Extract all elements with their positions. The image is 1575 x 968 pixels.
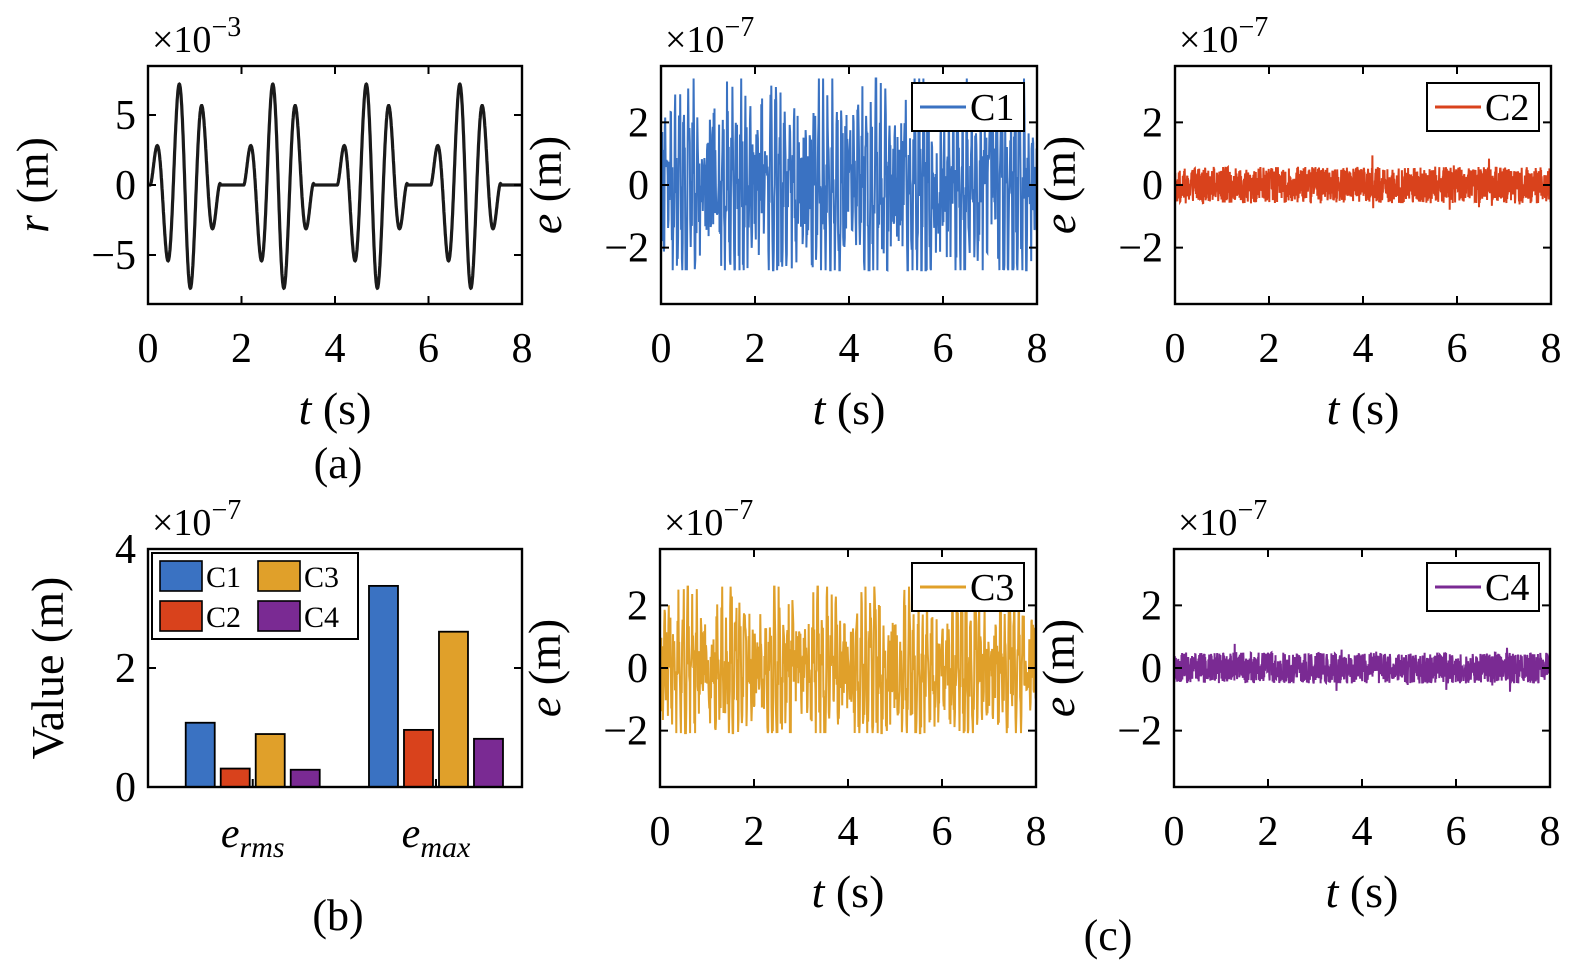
bar-C2-rms [219, 767, 251, 788]
x-category-label: emax [402, 811, 471, 864]
legend-label: C2 [1485, 87, 1529, 129]
y-tick-label: −2 [1118, 226, 1163, 272]
legend-swatch-C2 [159, 600, 203, 632]
y-tick-label: 2 [1142, 100, 1163, 146]
legend-swatch-C3 [257, 560, 301, 592]
x-tick-label: 8 [1026, 809, 1047, 855]
x-tick-label: 8 [512, 326, 533, 372]
y-tick-label: −2 [603, 709, 648, 755]
x-category-label: erms [221, 811, 285, 864]
x-axis-label: t (s) [1327, 383, 1400, 434]
legend-label: C1 [970, 87, 1014, 129]
panels: ×10−3 −5 0 5 0 2 4 6 8 t (s) r (m) ×10−7 −2 0 2 0 2 4 6 8 t … [7, 12, 1562, 917]
axis-multiplier: ×10−7 [152, 495, 241, 544]
y-tick-label: 2 [627, 583, 648, 629]
x-axis-label: t (s) [1326, 866, 1399, 917]
x-tick-label: 6 [1446, 809, 1467, 855]
y-tick-label: 2 [1141, 583, 1162, 629]
x-tick-label: 6 [418, 326, 439, 372]
y-tick-label: 5 [115, 93, 136, 139]
series-line-C3 [659, 585, 1037, 735]
x-tick-label: 8 [1027, 326, 1048, 372]
x-tick-label: 6 [932, 809, 953, 855]
legend-label: C4 [1485, 567, 1529, 609]
legend-label: C1 [206, 561, 241, 594]
axis-multiplier: ×10−7 [1178, 495, 1267, 544]
x-tick-label: 8 [1541, 326, 1562, 372]
bar-C4-rms [289, 768, 321, 788]
x-axis-label: t (s) [812, 866, 885, 917]
x-tick-label: 2 [745, 326, 766, 372]
subplot-label-b: (b) [312, 891, 363, 940]
y-tick-label: 2 [628, 100, 649, 146]
legend-label: C2 [206, 601, 241, 634]
series-line-C1 [660, 77, 1038, 272]
legend-label: C3 [970, 567, 1014, 609]
x-tick-label: 8 [1540, 809, 1561, 855]
bar-plot: erms emax ×10−7 0 2 4 Value (m) C1 C2 C3 C4 [22, 495, 524, 864]
series-line-r [148, 82, 522, 291]
y-tick-label: 0 [1142, 163, 1163, 209]
y-tick-label: 0 [628, 163, 649, 209]
x-tick-label: 0 [138, 326, 159, 372]
legend-swatch-C4 [257, 600, 301, 632]
y-axis-label: e (m) [520, 136, 571, 234]
e-c3-plot: ×10−7 −2 0 2 0 2 4 6 8 t (s) e (m) C3 [519, 495, 1047, 917]
y-axis-label: e (m) [519, 619, 570, 717]
y-tick-label: −2 [1117, 709, 1162, 755]
y-tick-label: 4 [115, 527, 136, 573]
legend-label: C4 [304, 601, 339, 634]
x-tick-label: 0 [651, 326, 672, 372]
bar-C1-max [368, 584, 399, 788]
x-tick-label: 4 [1352, 809, 1373, 855]
x-tick-label: 6 [933, 326, 954, 372]
bar-C4-max [473, 737, 504, 788]
y-axis-label: r (m) [7, 137, 58, 233]
y-tick-label: 0 [627, 646, 648, 692]
y-axis-label: Value (m) [22, 577, 73, 760]
series-line-C2 [1174, 155, 1552, 210]
axis-multiplier: ×10−7 [665, 12, 754, 61]
x-tick-label: 4 [838, 809, 859, 855]
axis-multiplier: ×10−3 [152, 12, 241, 61]
x-tick-label: 2 [1258, 809, 1279, 855]
x-tick-label: 4 [1353, 326, 1374, 372]
bar-C2-max [403, 728, 434, 788]
bar-C3-max [438, 630, 469, 788]
y-tick-label: 0 [1141, 646, 1162, 692]
e-c2-plot: ×10−7 −2 0 2 0 2 4 6 8 t (s) e (m) C2 [1034, 12, 1562, 434]
y-axis-label: e (m) [1034, 136, 1085, 234]
bar-C1-rms [184, 721, 216, 788]
x-tick-label: 6 [1447, 326, 1468, 372]
x-tick-label: 2 [1259, 326, 1280, 372]
x-tick-label: 0 [650, 809, 671, 855]
x-tick-label: 2 [231, 326, 252, 372]
x-tick-label: 4 [839, 326, 860, 372]
x-axis-label: t (s) [299, 383, 372, 434]
y-tick-label: 0 [115, 765, 136, 811]
y-tick-label: 0 [115, 163, 136, 209]
axis-multiplier: ×10−7 [1179, 12, 1268, 61]
x-tick-label: 4 [325, 326, 346, 372]
x-tick-label: 0 [1164, 809, 1185, 855]
x-axis-label: t (s) [813, 383, 886, 434]
axis-multiplier: ×10−7 [664, 495, 753, 544]
y-tick-label: −5 [91, 233, 136, 279]
subplot-label-a: (a) [314, 439, 363, 488]
y-tick-label: 2 [115, 646, 136, 692]
subplot-label-c: (c) [1084, 911, 1133, 960]
y-axis-label: e (m) [1033, 619, 1084, 717]
e-c1-plot: ×10−7 −2 0 2 0 2 4 6 8 t (s) e (m) C1 [520, 12, 1048, 434]
legend-label: C3 [304, 561, 339, 594]
e-c4-plot: ×10−7 −2 0 2 0 2 4 6 8 t (s) e (m) C4 [1033, 495, 1561, 917]
r-plot: ×10−3 −5 0 5 0 2 4 6 8 t (s) r (m) [7, 12, 533, 434]
bar-C3-rms [254, 733, 286, 788]
x-tick-label: 0 [1165, 326, 1186, 372]
series-line-C4 [1173, 643, 1551, 692]
x-tick-label: 2 [744, 809, 765, 855]
legend-swatch-C1 [159, 560, 203, 592]
y-tick-label: −2 [604, 226, 649, 272]
